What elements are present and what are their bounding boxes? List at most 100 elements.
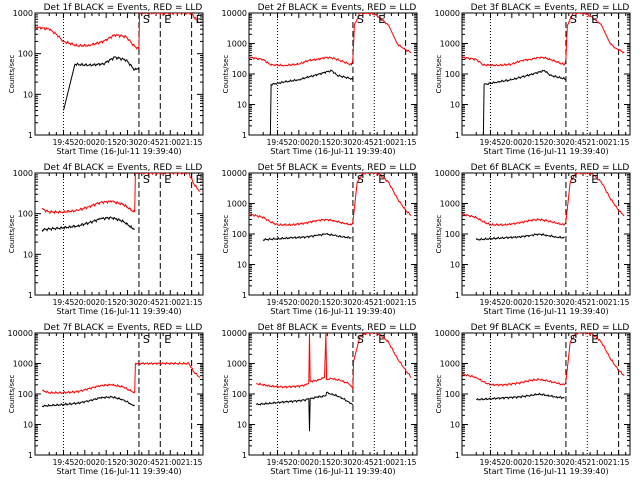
lld-series-line bbox=[249, 173, 412, 227]
series-group bbox=[255, 333, 412, 432]
x-tick-label: 21:00 bbox=[373, 298, 395, 307]
x-axis-label: Start Time (16-Jul-11 19:39:40) bbox=[270, 147, 395, 156]
x-tick-label: 20:45 bbox=[352, 458, 374, 467]
x-tick-label: 20:45 bbox=[138, 298, 160, 307]
plot-frame bbox=[461, 332, 631, 456]
x-tick-label: 21:00 bbox=[586, 138, 608, 147]
y-tick-label: 1 bbox=[28, 291, 33, 300]
y-tick-label: 10 bbox=[450, 101, 460, 110]
y-tick-label: 10000 bbox=[222, 169, 247, 178]
y-tick-label: 10000 bbox=[435, 9, 460, 18]
plot-frame bbox=[34, 332, 204, 456]
events-series-line bbox=[262, 232, 352, 242]
x-tick-label: 21:15 bbox=[181, 458, 203, 467]
events-series-line bbox=[255, 391, 354, 432]
x-tick-label: 20:15 bbox=[95, 458, 117, 467]
start-marker-label: S bbox=[357, 333, 364, 346]
x-tick-label: 20:00 bbox=[288, 298, 310, 307]
start-marker-label: S bbox=[143, 333, 150, 346]
x-tick-label: 20:30 bbox=[331, 298, 353, 307]
x-tick-label: 20:15 bbox=[522, 138, 544, 147]
x-tick-label: 20:30 bbox=[331, 458, 353, 467]
end-marker-label: E bbox=[591, 333, 598, 346]
y-tick-label: 10 bbox=[23, 250, 33, 259]
x-tick-label: 20:30 bbox=[331, 138, 353, 147]
x-tick-label: 20:15 bbox=[309, 138, 331, 147]
y-axis-label: Counts/sec bbox=[435, 55, 443, 94]
events-series-line bbox=[41, 216, 135, 233]
start-marker-label: S bbox=[570, 333, 577, 346]
end-marker-label: E bbox=[378, 13, 385, 26]
x-tick-label: 20:00 bbox=[501, 138, 523, 147]
lld-series-line bbox=[35, 13, 199, 50]
y-tick-label: 1000 bbox=[227, 40, 247, 49]
y-tick-label: 10 bbox=[450, 421, 460, 430]
end-marker-label: E bbox=[164, 13, 171, 26]
y-tick-label: 100 bbox=[445, 390, 460, 399]
panel-det-2: Det 2f BLACK = Events, RED = LLD 1 10 100 10… bbox=[222, 3, 418, 156]
panel-det-9: Det 9f BLACK = Events, RED = LLD 1 10 100 10… bbox=[435, 323, 631, 476]
y-tick-label: 1000 bbox=[440, 40, 460, 49]
end-marker-label: E bbox=[591, 13, 598, 26]
x-tick-label: 21:00 bbox=[159, 458, 181, 467]
y-tick-label: 10000 bbox=[435, 169, 460, 178]
x-tick-label: 21:00 bbox=[586, 298, 608, 307]
x-tick-label: 19:45 bbox=[480, 138, 502, 147]
events-series-line bbox=[63, 56, 140, 111]
x-tick-label: 21:00 bbox=[159, 138, 181, 147]
x-tick-label: 20:30 bbox=[544, 298, 566, 307]
x-tick-label: 20:45 bbox=[138, 138, 160, 147]
series-group bbox=[41, 361, 201, 408]
x-tick-label: 21:15 bbox=[395, 138, 417, 147]
end-marker-label: E bbox=[378, 333, 385, 346]
x-tick-label: 19:45 bbox=[53, 138, 75, 147]
x-tick-label: 21:15 bbox=[395, 458, 417, 467]
y-tick-label: 100 bbox=[232, 70, 247, 79]
x-tick-label: 21:00 bbox=[373, 138, 395, 147]
x-tick-label: 21:15 bbox=[181, 298, 203, 307]
x-tick-label: 20:00 bbox=[74, 458, 96, 467]
start-marker-label: S bbox=[570, 173, 577, 186]
y-tick-label: 10 bbox=[237, 101, 247, 110]
plot-frame bbox=[461, 172, 631, 296]
panel-det-4: Det 4f BLACK = Events, RED = LLD 1 10 100 10… bbox=[8, 163, 204, 316]
x-tick-label: 19:45 bbox=[480, 458, 502, 467]
x-tick-label: 20:15 bbox=[522, 458, 544, 467]
y-tick-label: 1000 bbox=[13, 360, 33, 369]
y-tick-label: 1 bbox=[242, 291, 247, 300]
lld-series-line bbox=[462, 13, 625, 67]
x-tick-label: 20:15 bbox=[309, 458, 331, 467]
panel-title: Det 2f BLACK = Events, RED = LLD bbox=[258, 3, 417, 13]
panel-det-7: Det 7f BLACK = Events, RED = LLD 1 10 100 10… bbox=[8, 323, 204, 476]
plot-frame bbox=[34, 172, 204, 296]
events-series-line bbox=[475, 392, 565, 401]
y-tick-label: 1 bbox=[242, 131, 247, 140]
x-tick-label: 19:45 bbox=[267, 138, 289, 147]
series-group bbox=[41, 173, 201, 233]
end-marker-label: E bbox=[164, 333, 171, 346]
y-axis-label: Counts/sec bbox=[8, 55, 16, 94]
y-axis-label: Counts/sec bbox=[435, 215, 443, 254]
end-marker-label: E bbox=[378, 173, 385, 186]
x-axis-label: Start Time (16-Jul-11 19:39:40) bbox=[56, 147, 181, 156]
y-tick-label: 1 bbox=[455, 291, 460, 300]
y-axis-label: Counts/sec bbox=[222, 55, 230, 94]
x-tick-label: 21:00 bbox=[373, 458, 395, 467]
y-tick-label: 1 bbox=[28, 451, 33, 460]
x-axis-label: Start Time (16-Jul-11 19:39:40) bbox=[56, 307, 181, 316]
x-tick-label: 20:00 bbox=[501, 298, 523, 307]
panel-title: Det 1f BLACK = Events, RED = LLD bbox=[44, 3, 203, 13]
y-tick-label: 10000 bbox=[435, 329, 460, 338]
panel-det-6: Det 6f BLACK = Events, RED = LLD 1 10 100 10… bbox=[435, 163, 631, 316]
x-tick-label: 19:45 bbox=[267, 458, 289, 467]
y-tick-label: 100 bbox=[232, 230, 247, 239]
y-tick-label: 100 bbox=[445, 230, 460, 239]
y-axis-label: Counts/sec bbox=[222, 215, 230, 254]
x-tick-label: 20:00 bbox=[288, 138, 310, 147]
series-group bbox=[462, 13, 625, 135]
x-axis-label: Start Time (16-Jul-11 19:39:40) bbox=[483, 307, 608, 316]
series-group bbox=[35, 13, 199, 111]
panel-title: Det 9f BLACK = Events, RED = LLD bbox=[471, 323, 630, 333]
x-tick-label: 20:15 bbox=[95, 138, 117, 147]
